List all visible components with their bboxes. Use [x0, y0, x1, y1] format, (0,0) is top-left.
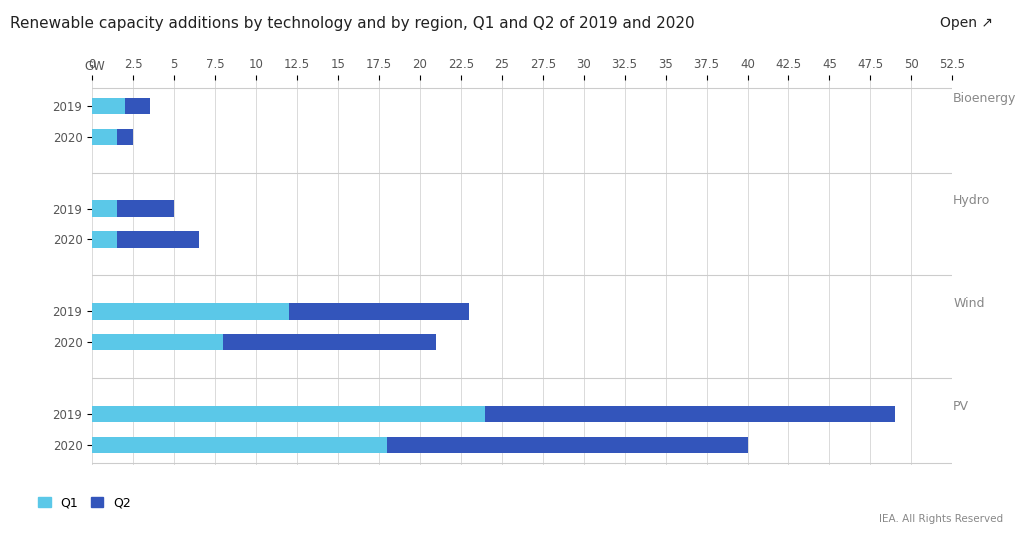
Bar: [92, 303, 289, 319]
Bar: [92, 98, 125, 114]
Text: GW: GW: [84, 59, 104, 73]
Bar: [125, 98, 150, 114]
Bar: [92, 437, 387, 453]
Text: Bioenergy: Bioenergy: [953, 91, 1017, 105]
Bar: [92, 128, 117, 145]
Bar: [117, 128, 133, 145]
Bar: [92, 406, 485, 422]
Bar: [117, 201, 174, 217]
Bar: [485, 406, 895, 422]
Text: PV: PV: [953, 400, 969, 413]
Bar: [92, 334, 223, 350]
Text: Open ↗: Open ↗: [940, 16, 993, 30]
Text: IEA. All Rights Reserved: IEA. All Rights Reserved: [880, 514, 1004, 524]
Legend: Q1, Q2: Q1, Q2: [38, 496, 131, 509]
Bar: [223, 334, 436, 350]
Text: Renewable capacity additions by technology and by region, Q1 and Q2 of 2019 and : Renewable capacity additions by technolo…: [10, 16, 695, 31]
Bar: [117, 231, 199, 248]
Text: Hydro: Hydro: [953, 194, 990, 208]
Bar: [289, 303, 469, 319]
Bar: [387, 437, 748, 453]
Text: Wind: Wind: [953, 297, 985, 310]
Bar: [92, 201, 117, 217]
Bar: [92, 231, 117, 248]
